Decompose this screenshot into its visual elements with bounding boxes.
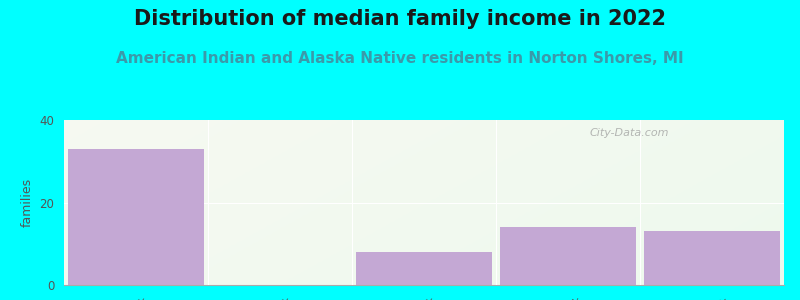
Bar: [499, 227, 637, 285]
Y-axis label: families: families: [21, 178, 34, 227]
Bar: [643, 231, 780, 285]
Bar: [67, 149, 204, 285]
Text: Distribution of median family income in 2022: Distribution of median family income in …: [134, 9, 666, 29]
Text: City-Data.com: City-Data.com: [590, 128, 669, 138]
Bar: [356, 252, 493, 285]
Text: American Indian and Alaska Native residents in Norton Shores, MI: American Indian and Alaska Native reside…: [116, 51, 684, 66]
